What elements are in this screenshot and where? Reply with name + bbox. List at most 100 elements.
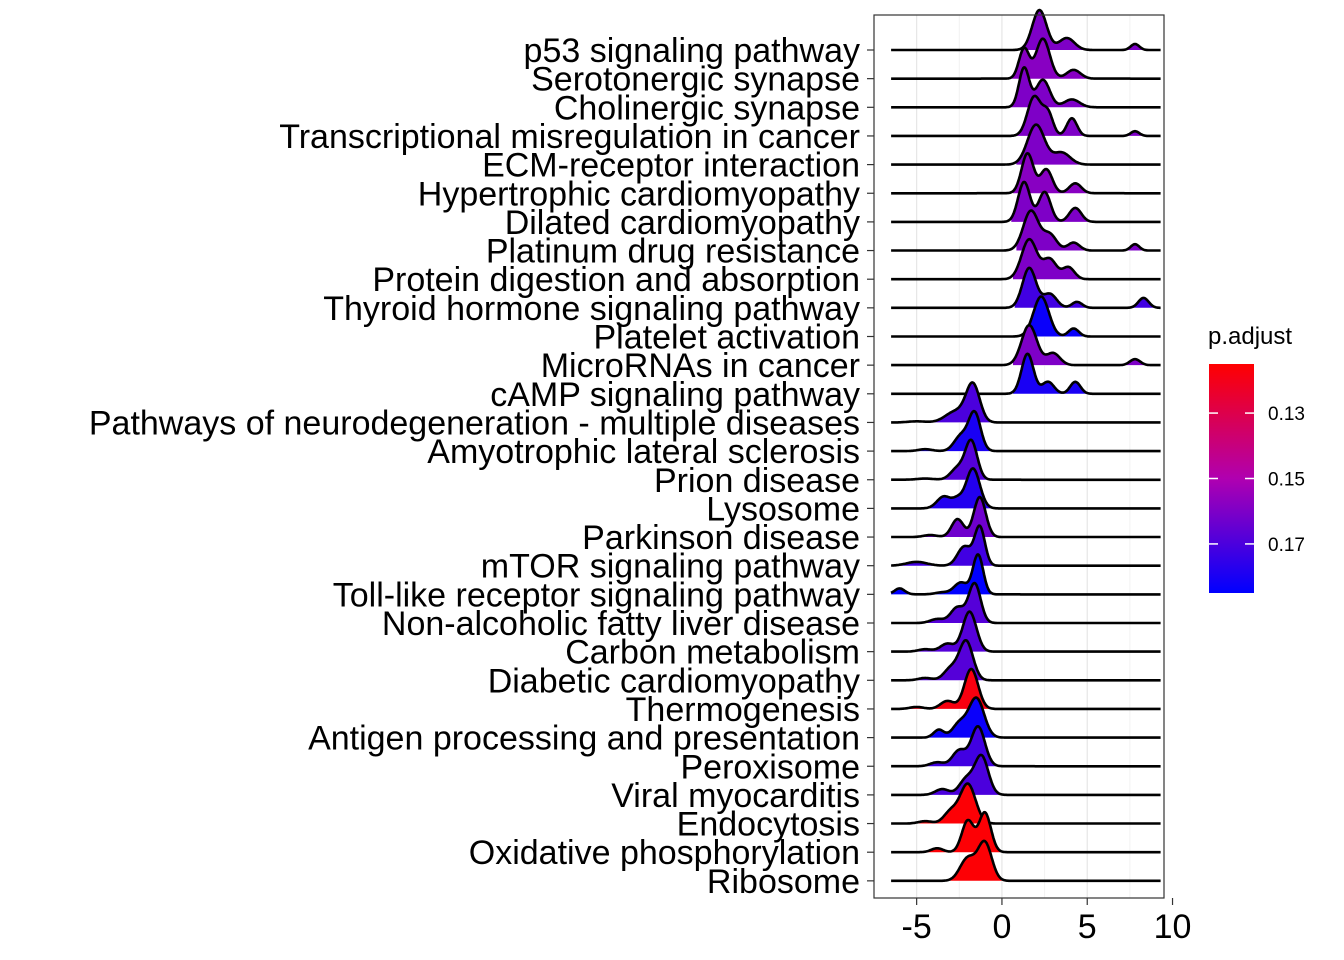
ridge-line (890, 323, 1161, 367)
ridge-endocytosis (890, 782, 1161, 825)
ridge-micrornas-in-cancer (890, 323, 1161, 367)
ridge-oxidative-phosphorylation (890, 810, 1161, 854)
ridge-line (890, 94, 1161, 138)
legend-title: p.adjust (1208, 323, 1292, 350)
ridge-thyroid-hormone-signaling-pathway (890, 266, 1161, 310)
ridge-line (890, 237, 1161, 281)
y-tick-label: Lysosome (706, 490, 860, 528)
y-tick-label: cAMP signaling pathway (490, 376, 860, 414)
y-tick-label: Endocytosis (677, 806, 860, 844)
ridge-prion-disease (890, 438, 1161, 482)
y-tick-label: Transcriptional misregulation in cancer (279, 118, 860, 156)
ridge-line (890, 409, 1161, 453)
ridge-line (890, 610, 1161, 653)
ridge-platinum-drug-resistance (890, 209, 1161, 252)
ridge-fill (891, 783, 1161, 824)
y-tick-label: Antigen processing and presentation (308, 720, 860, 758)
ridge-line (890, 639, 1161, 682)
ridge-fill (891, 583, 1161, 623)
colorbar-tick-label: 0.17 (1268, 535, 1305, 556)
y-tick-label: Parkinson disease (582, 519, 860, 557)
ridge-non-alcoholic-fatty-liver-disease (890, 581, 1161, 625)
ridge-hypertrophic-cardiomyopathy (890, 152, 1161, 195)
y-tick-label: Prion disease (654, 462, 860, 500)
ridge-line (890, 8, 1161, 52)
y-tick-label: Toll-like receptor signaling pathway (333, 576, 860, 614)
y-tick-label: Thyroid hormone signaling pathway (323, 290, 860, 328)
ridge-line (890, 209, 1161, 252)
ridge-line (890, 495, 1161, 539)
y-tick-label: p53 signaling pathway (524, 32, 860, 70)
ridge-line (890, 123, 1161, 166)
ridge-line (890, 37, 1161, 80)
y-tick-label: Thermogenesis (626, 691, 860, 729)
ridge-fill (1011, 38, 1161, 79)
y-tick-label: Hypertrophic cardiomyopathy (418, 175, 860, 213)
colorbar-tick-label: 0.13 (1268, 404, 1305, 425)
ridge-line (890, 524, 1161, 567)
ridge-fill (1013, 239, 1161, 280)
ridge-fill (891, 382, 1161, 423)
y-tick-label: Diabetic cardiomyopathy (488, 662, 860, 700)
ridge-mtor-signaling-pathway (890, 524, 1161, 567)
ridge-serotonergic-synapse (890, 37, 1161, 80)
colorbar-tick-label: 0.15 (1268, 470, 1305, 491)
ridge-fill (891, 611, 1161, 652)
y-tick-label: Cholinergic synapse (554, 89, 860, 127)
ridge-fill (1016, 10, 1161, 50)
ridge-fill (1016, 124, 1161, 165)
ridge-fill (1014, 267, 1161, 308)
y-tick-label: Pathways of neurodegeneration - multiple… (89, 404, 860, 442)
y-tick-label: Amyotrophic lateral sclerosis (427, 433, 860, 471)
ridge-line (890, 352, 1161, 396)
ridge-cholinergic-synapse (890, 66, 1161, 109)
plot-panel (873, 8, 1165, 899)
ridge-line (890, 753, 1161, 797)
y-tick-label: Platelet activation (594, 319, 861, 357)
ridge-fill (1016, 210, 1161, 251)
y-tick-label: ECM-receptor interaction (482, 147, 860, 185)
ridge-dilated-cardiomyopathy (890, 180, 1161, 224)
ridge-line (890, 266, 1161, 310)
ridge-fill (1016, 95, 1161, 136)
ridge-diabetic-cardiomyopathy (890, 639, 1161, 682)
y-tick-label: Platinum drug resistance (486, 233, 860, 271)
ridge-camp-signaling-pathway (890, 352, 1161, 396)
ridge-line (890, 381, 1161, 424)
ridge-p53-signaling-pathway (890, 8, 1161, 52)
y-tick-label: Serotonergic synapse (531, 61, 860, 99)
ridge-transcriptional-misregulation-in-cancer (890, 94, 1161, 138)
ridge-fill (891, 640, 1161, 681)
ridge-fill (891, 497, 1161, 537)
ridge-antigen-processing-and-presentation (890, 696, 1161, 739)
ridge-pathways-of-neurodegeneration-multiple-diseases (890, 381, 1161, 424)
y-tick-label: mTOR signaling pathway (481, 548, 860, 586)
ridge-thermogenesis (890, 667, 1161, 711)
x-tick-label: 0 (992, 908, 1011, 946)
ridge-fill (891, 525, 1161, 566)
ridge-line (890, 782, 1161, 825)
y-tick-label: Viral myocarditis (611, 777, 860, 815)
ridge-line (890, 152, 1161, 195)
ridge-line (890, 467, 1161, 510)
ridge-carbon-metabolism (890, 610, 1161, 653)
x-tick-label: 10 (1154, 908, 1192, 946)
ridge-line (890, 553, 1161, 596)
ridge-fill (891, 439, 1161, 480)
ridge-line (890, 696, 1161, 739)
ridge-protein-digestion-and-absorption (890, 237, 1161, 281)
ridge-fill (1011, 67, 1161, 108)
ridge-fill (891, 468, 1161, 509)
y-tick-label: Protein digestion and absorption (372, 261, 860, 299)
ridge-fill (1013, 153, 1161, 194)
x-tick-label: -5 (902, 908, 932, 946)
ridge-peroxisome (890, 725, 1161, 768)
x-axis: -5 0 5 10 (902, 898, 1192, 946)
ridge-amyotrophic-lateral-sclerosis (890, 409, 1161, 453)
ridge-line (890, 839, 1161, 883)
ridge-line (890, 581, 1161, 625)
ridge-fill (891, 726, 1161, 767)
ridge-toll-like-receptor-signaling-pathway (890, 553, 1161, 596)
ridge-ribosome (890, 839, 1161, 883)
